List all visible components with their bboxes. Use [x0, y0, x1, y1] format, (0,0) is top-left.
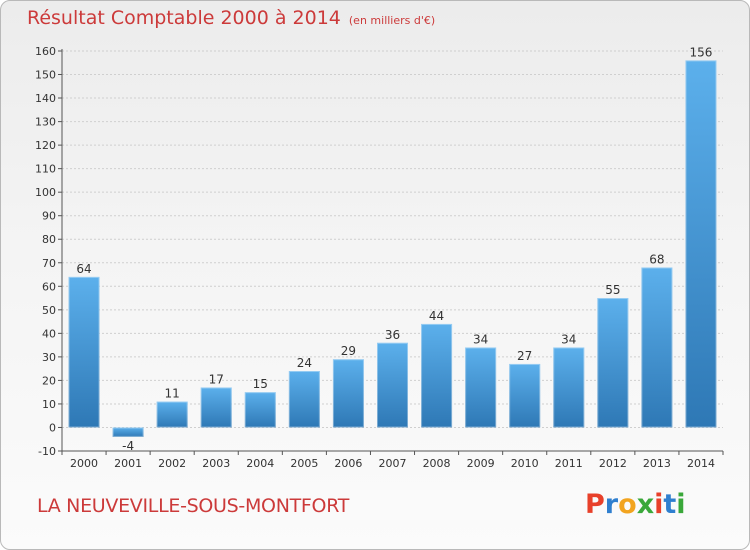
bar-value-label: 36 [385, 328, 400, 342]
logo-letter: P [585, 489, 605, 520]
bar-value-label: 55 [605, 283, 620, 297]
bar [597, 298, 629, 428]
bar-highlight [509, 363, 541, 428]
x-tick-label: 2014 [687, 457, 715, 470]
y-tick-label: 150 [35, 69, 56, 82]
y-tick-label: 20 [42, 374, 56, 387]
bar [156, 401, 188, 428]
bar-value-label: 156 [690, 45, 713, 59]
x-tick-label: 2005 [290, 457, 318, 470]
y-tick-label: 80 [42, 233, 56, 246]
bar-highlight [597, 298, 629, 428]
y-tick-label: 140 [35, 92, 56, 105]
x-tick-label: 2013 [643, 457, 671, 470]
x-tick-label: 2004 [246, 457, 274, 470]
x-tick-label: 2002 [158, 457, 186, 470]
x-tick-label: 2010 [511, 457, 539, 470]
bar-value-label: 29 [341, 344, 356, 358]
bar-value-label: 44 [429, 309, 444, 323]
y-tick-label: -10 [38, 445, 56, 458]
bar [509, 363, 541, 428]
y-tick-label: 130 [35, 116, 56, 129]
bar-highlight [465, 347, 497, 428]
bar-highlight [332, 359, 364, 428]
chart-title: Résultat Comptable 2000 à 2014 [27, 7, 341, 29]
bar-value-label: 17 [209, 372, 224, 386]
bar-highlight [156, 401, 188, 428]
bar [377, 342, 408, 428]
x-tick-label: 2011 [555, 457, 583, 470]
y-tick-label: 120 [35, 139, 56, 152]
bar-highlight [112, 427, 144, 437]
bar-value-label: 68 [649, 252, 664, 266]
bar-highlight [553, 347, 585, 428]
bar-highlight [377, 342, 408, 428]
y-tick-label: 70 [42, 257, 56, 270]
bar-highlight [685, 60, 717, 428]
bar [68, 276, 100, 428]
bar [200, 387, 232, 428]
logo-letter: x [636, 489, 655, 520]
bar [641, 267, 673, 428]
x-tick-label: 2007 [379, 457, 407, 470]
bar-value-label: 24 [297, 356, 312, 370]
commune-name: LA NEUVEVILLE-SOUS-MONTFORT [37, 495, 350, 517]
bar [288, 371, 320, 428]
bar [244, 392, 276, 428]
logo-letter: o [618, 489, 637, 520]
bar-value-label: 15 [253, 377, 268, 391]
logo-letter: t [663, 489, 677, 520]
y-tick-label: 0 [49, 421, 56, 434]
proxiti-logo[interactable]: Proxiti [585, 489, 686, 520]
y-tick-label: 100 [35, 186, 56, 199]
chart-unit: (en milliers d'€) [348, 14, 436, 27]
bar-highlight [200, 387, 232, 428]
bar [553, 347, 585, 428]
bar [465, 347, 497, 428]
y-tick-label: 10 [42, 398, 56, 411]
bar-value-label: -4 [122, 439, 134, 453]
x-tick-label: 2008 [423, 457, 451, 470]
bar-value-label: 11 [165, 387, 180, 401]
x-tick-label: 2012 [599, 457, 627, 470]
bar-highlight [421, 323, 453, 428]
bar-highlight [641, 267, 673, 428]
bar-value-label: 64 [76, 262, 91, 276]
x-tick-label: 2006 [334, 457, 362, 470]
y-tick-label: 110 [35, 163, 56, 176]
x-tick-label: 2003 [202, 457, 230, 470]
title-row: Résultat Comptable 2000 à 2014 (en millie… [27, 7, 435, 29]
y-tick-label: 50 [42, 304, 56, 317]
y-tick-label: 90 [42, 210, 56, 223]
y-tick-label: 160 [35, 45, 56, 58]
bar-value-label: 34 [561, 332, 576, 346]
logo-letter: i [654, 489, 664, 520]
bar-highlight [68, 276, 100, 428]
bar-highlight [288, 371, 320, 428]
bar-value-label: 34 [473, 332, 488, 346]
bar-value-label: 27 [517, 349, 532, 363]
bar [332, 359, 364, 428]
bar [421, 323, 453, 428]
x-tick-label: 2001 [114, 457, 142, 470]
x-tick-label: 2000 [70, 457, 98, 470]
bar [685, 60, 717, 428]
x-tick-label: 2009 [467, 457, 495, 470]
bar-highlight [244, 392, 276, 428]
logo-letter: i [676, 489, 686, 520]
y-tick-label: 30 [42, 351, 56, 364]
logo-letter: r [604, 489, 619, 520]
y-tick-label: 40 [42, 327, 56, 340]
bar [112, 427, 144, 437]
y-tick-label: 60 [42, 280, 56, 293]
